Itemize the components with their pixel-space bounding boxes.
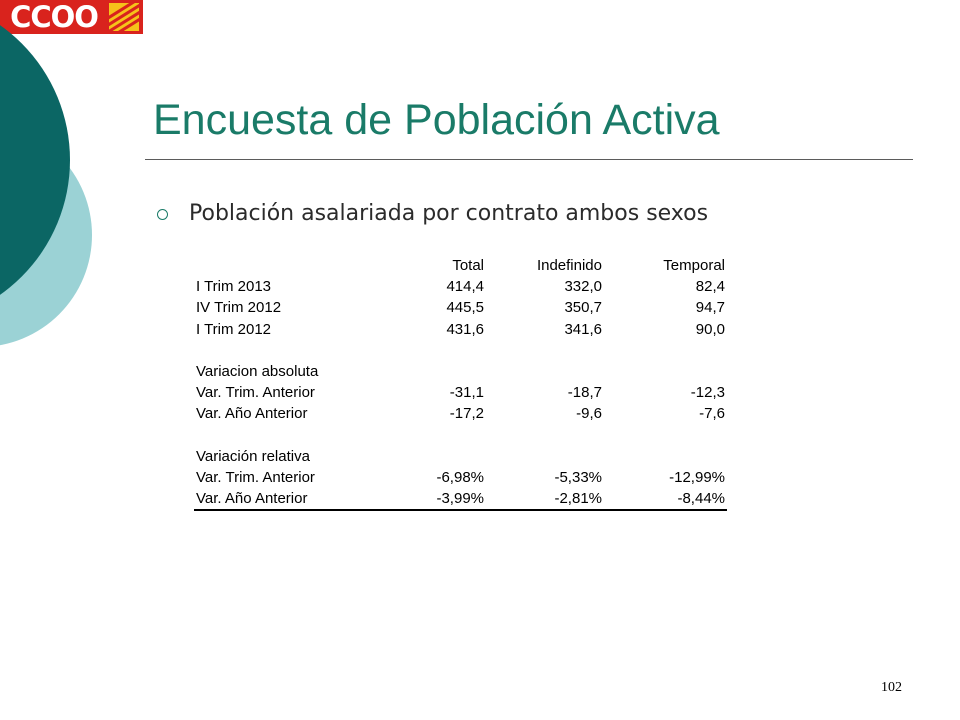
row-label: Var. Año Anterior <box>196 405 308 423</box>
row-label: I Trim 2012 <box>196 320 272 338</box>
cell-indefinido: 332,0 <box>564 278 602 296</box>
bullet-text: Población asalariada por contrato ambos … <box>189 201 709 226</box>
table-header-row: Total Indefinido Temporal <box>194 255 727 276</box>
cell-temporal: -12,99% <box>669 468 725 486</box>
cell-total: -31,1 <box>449 384 484 402</box>
header-label <box>194 255 401 276</box>
table-row: Var. Año Anterior -3,99% -2,81% -8,44% <box>194 488 727 510</box>
cell-total: 431,6 <box>446 320 484 338</box>
table-row: I Trim 2012 431,6 341,6 90,0 <box>194 319 727 340</box>
row-label: Var. Trim. Anterior <box>196 468 315 486</box>
header-temporal: Temporal <box>663 257 725 275</box>
section-heading-row: Variación relativa <box>194 446 727 467</box>
cell-total: 414,4 <box>446 278 484 296</box>
cell-temporal: 90,0 <box>695 320 725 338</box>
decorative-circles <box>0 25 92 346</box>
cell-temporal: 82,4 <box>695 278 725 296</box>
table-row: Var. Año Anterior -17,2 -9,6 -7,6 <box>194 403 727 424</box>
row-label: I Trim 2013 <box>196 278 272 296</box>
table-row: Var. Trim. Anterior -31,1 -18,7 -12,3 <box>194 382 727 403</box>
cell-total: -6,98% <box>436 468 484 486</box>
logo-text: CCOO <box>10 0 99 34</box>
cell-indefinido: -18,7 <box>567 384 602 402</box>
table-row: I Trim 2013 414,4 332,0 82,4 <box>194 276 727 297</box>
section-heading: Variacion absoluta <box>196 363 319 381</box>
section-heading: Variación relativa <box>196 447 310 465</box>
cell-temporal: -8,44% <box>677 490 725 508</box>
table-row: Var. Trim. Anterior -6,98% -5,33% -12,99… <box>194 467 727 488</box>
cell-indefinido: -9,6 <box>576 405 602 423</box>
table-spacer-row <box>194 425 727 446</box>
cell-temporal: 94,7 <box>695 299 725 317</box>
cell-indefinido: -2,81% <box>554 490 602 508</box>
row-label: Var. Año Anterior <box>196 490 308 508</box>
table-spacer-row <box>194 340 727 361</box>
cell-total: 445,5 <box>446 299 484 317</box>
bullet-circle-icon <box>157 209 168 220</box>
cell-indefinido: 350,7 <box>564 299 602 317</box>
epa-data-table: Total Indefinido Temporal I Trim 2013 41… <box>194 255 727 512</box>
cell-total: -3,99% <box>436 490 484 508</box>
slide-title: Encuesta de Población Activa <box>153 96 720 144</box>
title-divider <box>145 159 913 160</box>
page-number: 102 <box>881 680 902 695</box>
row-label: Var. Trim. Anterior <box>196 384 315 402</box>
header-indefinido: Indefinido <box>536 257 602 275</box>
dark-circle <box>0 25 70 295</box>
header-total: Total <box>452 257 484 275</box>
aragon-flag-icon <box>109 3 139 31</box>
cell-temporal: -12,3 <box>690 384 725 402</box>
cell-total: -17,2 <box>449 405 484 423</box>
table-row: IV Trim 2012 445,5 350,7 94,7 <box>194 297 727 318</box>
row-label: IV Trim 2012 <box>196 299 282 317</box>
section-heading-row: Variacion absoluta <box>194 361 727 382</box>
ccoo-logo: CCOO <box>0 0 143 34</box>
cell-indefinido: -5,33% <box>554 468 602 486</box>
cell-indefinido: 341,6 <box>564 320 602 338</box>
cell-temporal: -7,6 <box>699 405 725 423</box>
